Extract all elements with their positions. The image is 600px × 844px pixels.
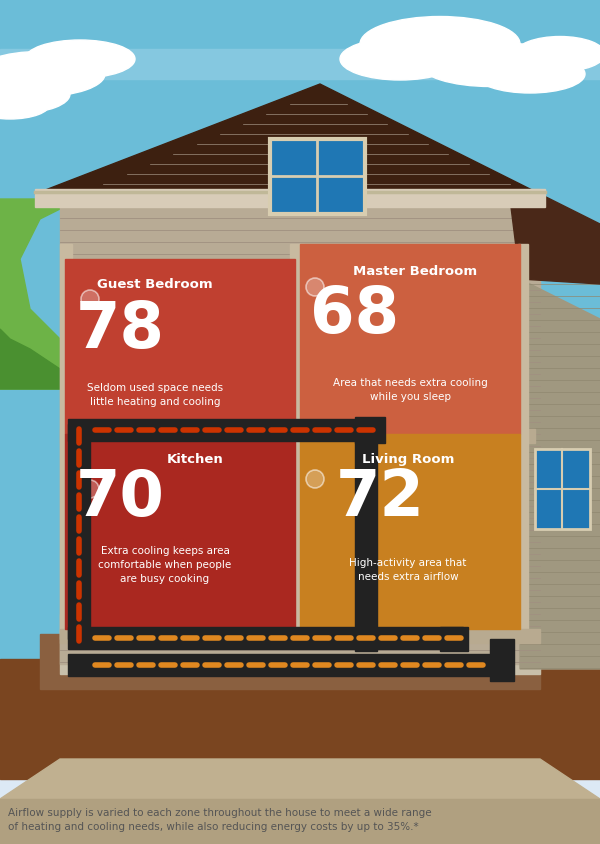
Polygon shape	[80, 92, 530, 195]
Polygon shape	[0, 330, 60, 390]
Bar	[60, 245, 72, 639]
Bar	[535, 450, 590, 529]
Bar	[0, 779, 600, 844]
Bar	[65, 260, 295, 435]
Ellipse shape	[360, 18, 520, 73]
Bar	[60, 430, 535, 443]
Bar	[355, 419, 377, 652]
Bar	[440, 627, 468, 652]
Bar	[35, 190, 545, 208]
Ellipse shape	[475, 56, 585, 94]
Circle shape	[81, 290, 99, 309]
Bar	[68, 419, 378, 441]
Bar	[300, 245, 520, 435]
Ellipse shape	[340, 39, 460, 81]
Polygon shape	[0, 799, 600, 844]
Text: 72: 72	[335, 467, 424, 528]
Text: Airflow supply is varied to each zone throughout the house to meet a wide range
: Airflow supply is varied to each zone th…	[8, 807, 431, 831]
Ellipse shape	[0, 52, 105, 97]
Bar	[355, 418, 385, 443]
Bar	[535, 450, 590, 529]
Bar	[270, 140, 365, 214]
Bar	[68, 425, 90, 639]
Bar	[68, 627, 463, 649]
Bar	[0, 50, 600, 80]
Ellipse shape	[25, 41, 135, 78]
Text: Guest Bedroom: Guest Bedroom	[97, 279, 213, 291]
Polygon shape	[510, 195, 600, 284]
Circle shape	[306, 470, 324, 489]
Ellipse shape	[515, 37, 600, 73]
Bar	[60, 190, 540, 664]
Text: High-activity area that
needs extra airflow: High-activity area that needs extra airf…	[349, 557, 467, 582]
Bar	[490, 639, 514, 681]
Bar	[60, 614, 540, 674]
Bar	[40, 634, 540, 690]
Text: Master Bedroom: Master Bedroom	[353, 265, 477, 279]
Text: Kitchen: Kitchen	[167, 453, 223, 466]
Bar	[65, 435, 295, 630]
Text: Seldom used space needs
little heating and cooling: Seldom used space needs little heating a…	[87, 382, 223, 407]
Polygon shape	[0, 200, 80, 390]
Ellipse shape	[0, 76, 70, 114]
Bar	[60, 630, 540, 643]
Text: Area that needs extra cooling
while you sleep: Area that needs extra cooling while you …	[332, 377, 487, 402]
Circle shape	[81, 480, 99, 499]
Polygon shape	[35, 85, 540, 195]
Bar	[0, 659, 600, 779]
Bar	[300, 435, 520, 630]
Ellipse shape	[420, 42, 560, 88]
Polygon shape	[0, 759, 600, 799]
Circle shape	[306, 279, 324, 296]
Bar	[270, 140, 365, 214]
Bar	[290, 245, 304, 639]
Bar	[518, 245, 528, 639]
Text: 70: 70	[76, 467, 164, 528]
Polygon shape	[520, 279, 600, 669]
Text: Extra cooling keeps area
comfortable when people
are busy cooking: Extra cooling keeps area comfortable whe…	[98, 545, 232, 583]
Text: 68: 68	[310, 284, 400, 345]
Bar	[68, 654, 513, 676]
Text: Living Room: Living Room	[362, 453, 454, 466]
Ellipse shape	[0, 90, 50, 120]
Text: 78: 78	[76, 299, 164, 360]
